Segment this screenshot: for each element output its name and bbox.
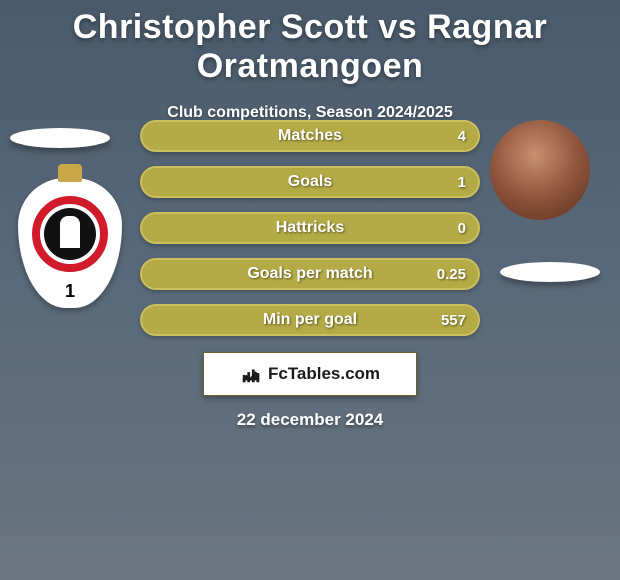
stat-row: Goals1 xyxy=(140,166,480,198)
stat-row: Matches4 xyxy=(140,120,480,152)
stat-label: Goals xyxy=(142,168,478,196)
date-label: 22 december 2024 xyxy=(0,410,620,430)
chart-icon xyxy=(240,363,262,385)
stat-row: Goals per match0.25 xyxy=(140,258,480,290)
stat-value-right: 0 xyxy=(446,214,478,242)
stat-value-right: 1 xyxy=(446,168,478,196)
stat-value-right: 0.25 xyxy=(425,260,478,288)
stat-value-right: 557 xyxy=(429,306,478,334)
stat-label: Hattricks xyxy=(142,214,478,242)
branding-badge[interactable]: FcTables.com xyxy=(203,352,417,396)
stat-row: Min per goal557 xyxy=(140,304,480,336)
player-right-shadow xyxy=(500,262,600,282)
crest-number: 1 xyxy=(18,281,122,302)
stats-list: Matches4 Goals1 Hattricks0 Goals per match0… xyxy=(140,120,480,350)
stat-label: Min per goal xyxy=(142,306,478,334)
player-left-shadow xyxy=(10,128,110,148)
stat-label: Matches xyxy=(142,122,478,150)
stat-row: Hattricks0 xyxy=(140,212,480,244)
branding-text: FcTables.com xyxy=(268,364,380,384)
player-right-avatar xyxy=(490,120,590,220)
page-title: Christopher Scott vs Ragnar Oratmangoen xyxy=(0,0,620,86)
stat-value-right: 4 xyxy=(446,122,478,150)
club-crest: 1 xyxy=(18,178,122,308)
